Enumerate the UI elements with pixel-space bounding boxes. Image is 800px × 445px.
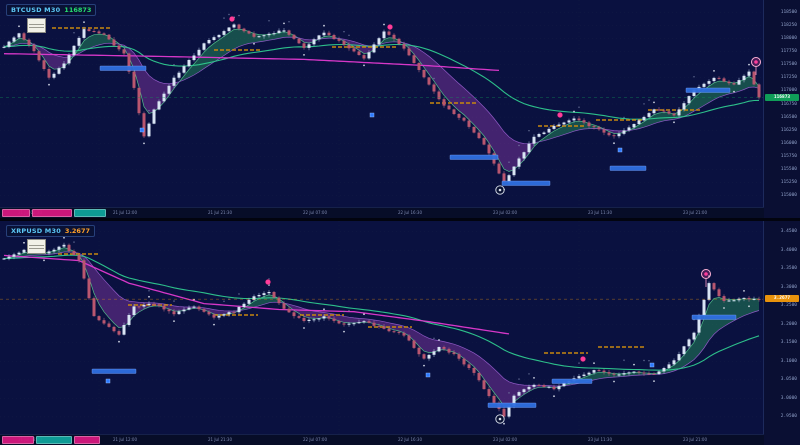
btcusd-price-scale[interactable]: 118500 118250 118000 117750 117500 117250 1170… bbox=[763, 0, 800, 218]
price-tick: 3.4000 bbox=[780, 247, 797, 253]
time-label: 21 Jul 02:30 bbox=[18, 210, 42, 215]
price-tick: 3.3000 bbox=[780, 284, 797, 290]
time-label: 22 Jul 16:30 bbox=[398, 437, 422, 442]
time-label: 21 Jul 21:30 bbox=[208, 210, 232, 215]
time-label: 23 Jul 21:00 bbox=[683, 437, 707, 442]
time-label: 23 Jul 11:30 bbox=[588, 437, 612, 442]
price-tick: 3.3500 bbox=[780, 266, 797, 272]
btcusd-chart-area[interactable]: BTCUSD M30 116873 bbox=[0, 0, 764, 208]
time-label: 21 Jul 12:00 bbox=[113, 437, 137, 442]
price-tick: 118250 bbox=[780, 22, 797, 28]
price-tick: 118000 bbox=[780, 35, 797, 41]
time-label: 22 Jul 16:30 bbox=[398, 210, 422, 215]
price-tick: 3.1000 bbox=[780, 358, 797, 364]
time-label: 23 Jul 21:00 bbox=[683, 210, 707, 215]
price-tick: 3.4500 bbox=[780, 229, 797, 235]
price-tick: 117250 bbox=[780, 75, 797, 81]
btcusd-time-axis[interactable]: 21 Jul 02:30 21 Jul 12:00 21 Jul 21:30 22 J… bbox=[0, 207, 764, 218]
indicator-info-box bbox=[27, 239, 46, 254]
price-tick: 3.2500 bbox=[780, 303, 797, 309]
last-price-label: 116873 bbox=[64, 6, 92, 14]
indicator-badge[interactable] bbox=[2, 436, 34, 444]
current-price-tag: 3.2677 bbox=[765, 295, 799, 303]
btcusd-symbol-chip: BTCUSD M30 116873 bbox=[6, 4, 97, 16]
indicator-badge[interactable] bbox=[74, 209, 106, 217]
price-tick: 117500 bbox=[780, 62, 797, 68]
btcusd-chart-canvas[interactable] bbox=[0, 0, 764, 208]
time-label: 23 Jul 02:00 bbox=[493, 437, 517, 442]
price-tick: 118500 bbox=[780, 9, 797, 15]
price-tick: 3.2000 bbox=[780, 321, 797, 327]
current-price-tag: 116873 bbox=[765, 93, 799, 101]
info-box-line bbox=[29, 247, 44, 249]
indicator-badge[interactable] bbox=[36, 436, 72, 444]
chart-panel-btcusd: BTCUSD M30 116873 118500 118250 118000 1177… bbox=[0, 0, 800, 218]
price-tick: 116000 bbox=[780, 140, 797, 146]
time-label: 22 Jul 07:00 bbox=[303, 437, 327, 442]
symbol-timeframe-label: XRPUSD M30 bbox=[11, 227, 61, 235]
price-tick: 116500 bbox=[780, 114, 797, 120]
price-tick: 3.0500 bbox=[780, 377, 797, 383]
time-label: 23 Jul 11:30 bbox=[588, 210, 612, 215]
last-price-label: 3.2677 bbox=[64, 227, 91, 235]
info-box-line bbox=[29, 26, 44, 28]
btcusd-indicator-badges bbox=[2, 209, 106, 217]
info-box-line bbox=[29, 23, 44, 25]
price-tick: 3.1500 bbox=[780, 340, 797, 346]
price-tick: 2.9500 bbox=[780, 414, 797, 420]
price-tick: 115750 bbox=[780, 153, 797, 159]
xrpusd-indicator-badges bbox=[2, 436, 100, 444]
price-tick: 117750 bbox=[780, 49, 797, 55]
info-box-line bbox=[29, 244, 44, 246]
time-label: 23 Jul 02:00 bbox=[493, 210, 517, 215]
xrpusd-symbol-chip: XRPUSD M30 3.2677 bbox=[6, 225, 96, 237]
chart-layers bbox=[0, 221, 764, 435]
xrpusd-chart-area[interactable]: XRPUSD M30 3.2677 bbox=[0, 221, 764, 435]
time-label: 22 Jul 07:00 bbox=[303, 210, 327, 215]
symbol-timeframe-label: BTCUSD M30 bbox=[11, 6, 61, 14]
price-tick: 115250 bbox=[780, 180, 797, 186]
indicator-info-box bbox=[27, 18, 46, 33]
indicator-badge[interactable] bbox=[32, 209, 72, 217]
time-label: 21 Jul 21:30 bbox=[208, 437, 232, 442]
chart-panel-xrpusd: XRPUSD M30 3.2677 3.4500 3.4000 3.3500 3.30… bbox=[0, 221, 800, 445]
price-tick: 116250 bbox=[780, 127, 797, 133]
chart-layers bbox=[0, 0, 764, 208]
price-tick: 116750 bbox=[780, 101, 797, 107]
price-tick: 117000 bbox=[780, 88, 797, 94]
indicator-badge[interactable] bbox=[2, 209, 30, 217]
price-tick: 3.0000 bbox=[780, 395, 797, 401]
indicator-badge[interactable] bbox=[74, 436, 100, 444]
price-tick: 115000 bbox=[780, 193, 797, 199]
xrpusd-price-scale[interactable]: 3.4500 3.4000 3.3500 3.3000 3.2500 3.2000 3.15… bbox=[763, 221, 800, 445]
xrpusd-chart-canvas[interactable] bbox=[0, 221, 764, 435]
time-label: 21 Jul 12:00 bbox=[113, 210, 137, 215]
panel-separator[interactable] bbox=[0, 218, 800, 221]
price-tick: 115500 bbox=[780, 167, 797, 173]
